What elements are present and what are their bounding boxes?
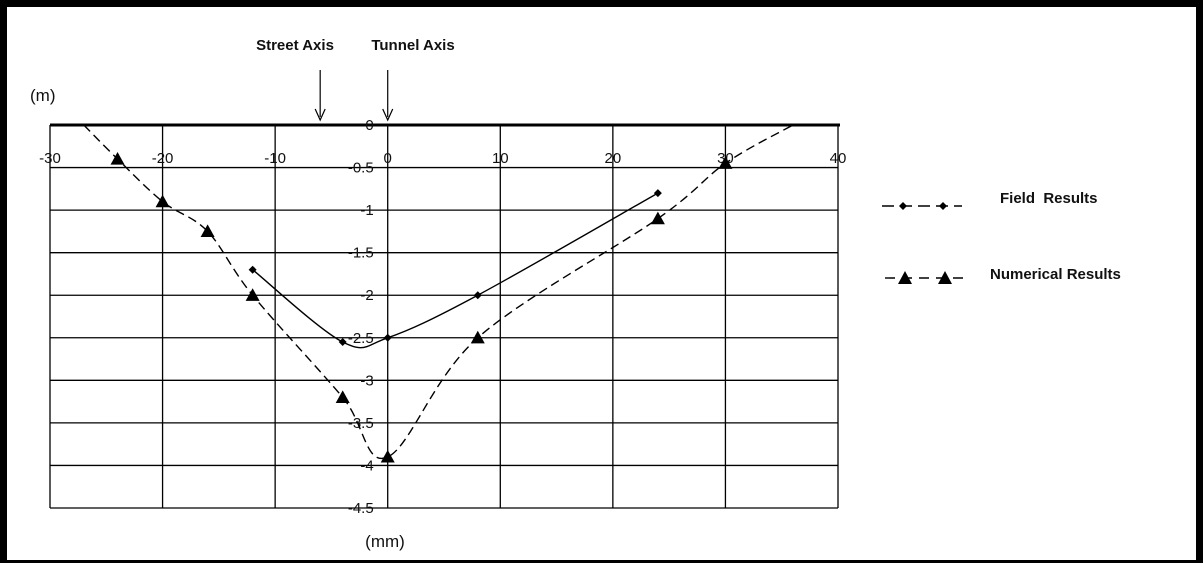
x-tick-label: -30 [39,150,61,167]
y-tick-label: -3 [360,372,373,389]
legend-numerical-label: Numerical Results [990,266,1121,283]
x-tick-label: 0 [384,150,392,167]
y-tick-label: -2.5 [348,330,374,347]
annotation-arrowhead [314,108,326,122]
axes: -30-20-100102030400-0.5-1-1.5-2-2.5-3-3.… [30,86,846,551]
field-results-line [252,192,659,349]
numerical-results-marker [335,390,350,403]
annotation-label: Tunnel Axis [371,37,454,54]
legend-numerical-marker [898,271,912,284]
x-axis-label: (mm) [365,532,405,551]
y-tick-label: -2 [360,287,373,304]
x-tick-label: 10 [492,150,509,167]
field-results-marker [383,333,392,342]
y-tick-label: -0.5 [348,160,374,177]
y-tick-label: -4.5 [348,500,374,517]
y-tick-label: -3.5 [348,415,374,432]
annotations: Street Axis Tunnel Axis [256,37,455,122]
numerical-results-line [83,124,794,460]
x-tick-label: -20 [152,150,174,167]
y-tick-label: 0 [365,117,373,134]
field-results-marker [338,338,347,347]
legend-numerical-marker [938,271,952,284]
legend-field-marker [899,202,907,210]
legend: Field Results Numerical Results [882,190,1121,284]
numerical-results-marker [470,330,485,344]
series [83,124,794,463]
numerical-results-marker [380,449,395,463]
y-tick-label: -1 [360,202,373,219]
numerical-results-marker [110,152,125,165]
y-tick-label: -4 [360,457,373,474]
y-axis-label: (m) [30,86,55,105]
numerical-results-marker [155,194,170,208]
field-results-marker [653,189,662,198]
field-results-marker [248,265,257,274]
legend-field-marker [939,202,947,210]
numerical-results-marker [245,288,260,301]
x-tick-label: 40 [830,150,847,167]
x-tick-label: 20 [605,150,622,167]
numerical-results-marker [200,224,215,237]
annotation-arrowhead [382,108,394,122]
grid [49,124,839,509]
field-results-marker [473,291,482,300]
numerical-results-marker [650,211,665,225]
legend-field-label: Field Results [1000,190,1098,207]
x-tick-label: -10 [264,150,286,167]
y-tick-label: -1.5 [348,245,374,262]
annotation-label: Street Axis [256,37,334,54]
numerical-results-marker [718,156,733,169]
